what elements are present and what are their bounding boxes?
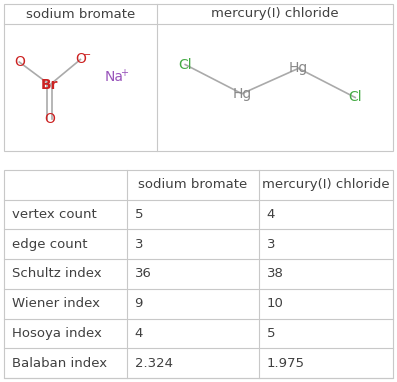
Text: Cl: Cl: [349, 91, 362, 105]
Text: −: −: [83, 50, 91, 60]
Text: Wiener index: Wiener index: [12, 297, 100, 310]
Text: 3: 3: [135, 238, 143, 251]
Text: 9: 9: [135, 297, 143, 310]
Text: O: O: [44, 112, 55, 126]
Text: Hg: Hg: [232, 87, 251, 101]
Text: 5: 5: [135, 208, 143, 221]
Text: mercury(I) chloride: mercury(I) chloride: [262, 178, 390, 191]
Text: +: +: [120, 68, 128, 78]
Text: Cl: Cl: [178, 58, 192, 71]
Text: O: O: [75, 52, 86, 66]
Text: mercury(I) chloride: mercury(I) chloride: [211, 8, 339, 21]
Bar: [4, 170, 393, 378]
Text: 4: 4: [267, 208, 275, 221]
Text: 5: 5: [267, 327, 275, 340]
Bar: [4, 4, 393, 151]
Text: sodium bromate: sodium bromate: [138, 178, 247, 191]
Text: 1.975: 1.975: [267, 357, 305, 370]
Text: 36: 36: [135, 267, 151, 280]
Text: O: O: [14, 55, 25, 69]
Text: Schultz index: Schultz index: [12, 267, 102, 280]
Text: 38: 38: [267, 267, 284, 280]
Text: 3: 3: [267, 238, 275, 251]
Text: Hosoya index: Hosoya index: [12, 327, 102, 340]
Text: 10: 10: [267, 297, 284, 310]
Text: 4: 4: [135, 327, 143, 340]
Text: Na: Na: [104, 70, 123, 84]
Text: vertex count: vertex count: [12, 208, 97, 221]
Text: Hg: Hg: [289, 62, 308, 75]
Text: 2.324: 2.324: [135, 357, 173, 370]
Text: edge count: edge count: [12, 238, 87, 251]
Text: Balaban index: Balaban index: [12, 357, 107, 370]
Text: Br: Br: [41, 78, 59, 92]
Text: sodium bromate: sodium bromate: [26, 8, 135, 21]
